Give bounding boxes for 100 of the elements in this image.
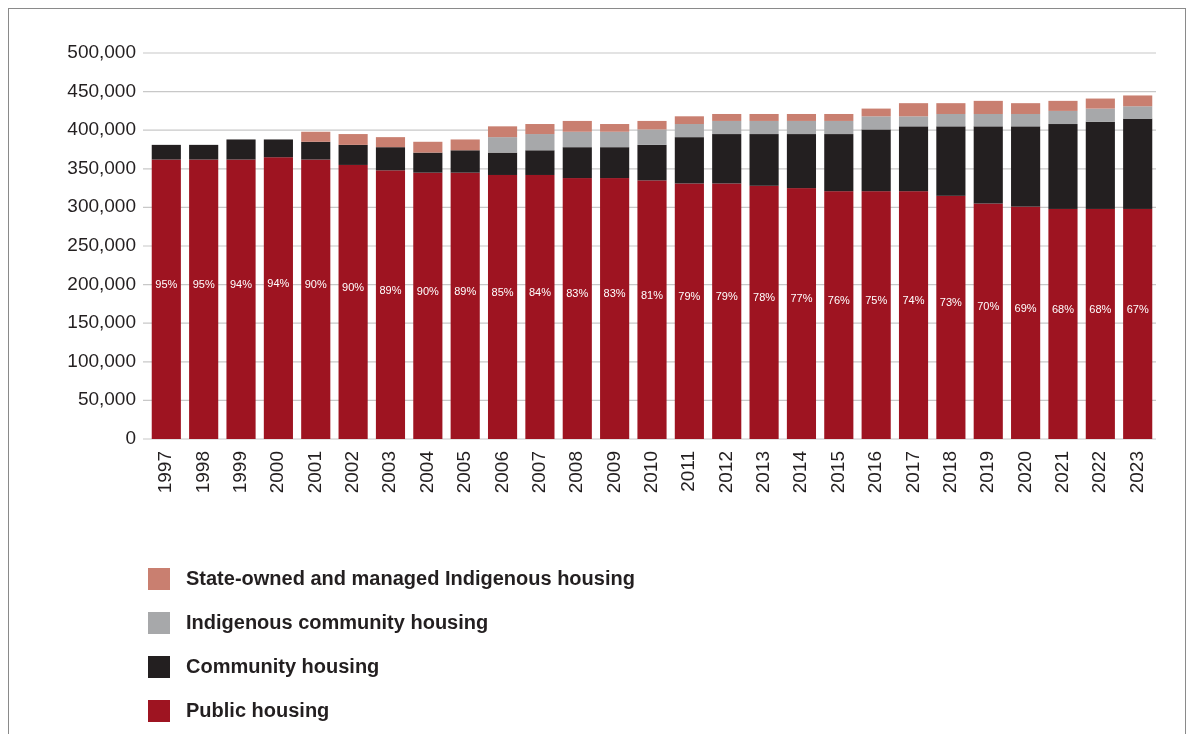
- x-tick-label: 2018: [938, 451, 960, 494]
- bar: [1048, 110, 1078, 125]
- bar: [786, 113, 817, 121]
- bar: [1048, 100, 1078, 111]
- bar: [637, 180, 667, 439]
- x-tick-label: 1997: [154, 451, 176, 494]
- bar: [898, 126, 929, 192]
- bar: [1085, 208, 1115, 439]
- bar: [898, 103, 929, 117]
- bar: [1011, 113, 1041, 127]
- x-tick-label: 2001: [303, 451, 325, 494]
- bar: [1011, 126, 1041, 207]
- x-tick-label: 2016: [864, 451, 886, 494]
- bar: [338, 144, 368, 165]
- bar: [263, 157, 293, 439]
- bar: [898, 116, 929, 127]
- annotation: 84%: [528, 285, 552, 298]
- bar: [637, 129, 667, 145]
- annotation: 78%: [753, 291, 776, 304]
- bar: [1123, 118, 1153, 209]
- bar: [712, 120, 742, 135]
- y-tick-label: 50,000: [77, 388, 136, 410]
- x-tick-label: 2013: [752, 451, 774, 494]
- annotation: 75%: [865, 294, 888, 306]
- x-tick-label: 2015: [826, 451, 848, 494]
- bar: [525, 134, 555, 151]
- y-tick-label: 0: [125, 427, 136, 449]
- bar: [1085, 98, 1115, 109]
- legend-label: Community housing: [186, 655, 380, 678]
- annotation: 83%: [566, 287, 589, 300]
- bar: [936, 126, 966, 196]
- bar: [973, 203, 1003, 439]
- bar: [1085, 108, 1115, 122]
- x-tick-label: 2020: [1013, 451, 1035, 494]
- bar: [487, 126, 518, 138]
- bar: [226, 159, 256, 439]
- x-tick-label: 2009: [602, 451, 624, 494]
- bar: [824, 120, 854, 135]
- y-tick-label: 250,000: [67, 234, 136, 256]
- x-tick-label: 2007: [527, 451, 549, 494]
- x-tick-label: 2011: [677, 451, 699, 492]
- annotation: 68%: [1089, 302, 1112, 315]
- x-tick-label: 2003: [378, 451, 400, 494]
- legend-label: Public housing: [186, 699, 330, 722]
- bar: [487, 137, 518, 153]
- bar: [151, 159, 181, 439]
- annotation: 94%: [230, 278, 253, 291]
- x-tick-label: 2005: [453, 451, 475, 494]
- bar: [600, 131, 630, 148]
- bar: [487, 174, 518, 439]
- x-tick-label: 2002: [341, 451, 363, 494]
- bar: [1123, 106, 1153, 119]
- bar: [375, 137, 406, 148]
- bar: [674, 116, 704, 125]
- annotation: 70%: [977, 300, 1000, 313]
- bar: [1048, 124, 1078, 209]
- bar: [749, 134, 779, 186]
- bar: [1011, 103, 1041, 114]
- annotation: 77%: [790, 292, 813, 305]
- bar: [413, 141, 443, 153]
- x-tick-label: 1999: [229, 451, 251, 494]
- bar: [936, 195, 966, 439]
- bar: [413, 172, 443, 439]
- bar: [375, 170, 406, 439]
- bar: [301, 131, 331, 142]
- bar: [861, 191, 891, 439]
- bar: [749, 120, 779, 135]
- bar: [338, 164, 368, 439]
- x-tick-label: 2012: [714, 451, 736, 494]
- bar: [600, 124, 630, 132]
- bar: [786, 188, 817, 439]
- bar: [824, 113, 854, 121]
- x-tick-label: 2010: [640, 451, 662, 494]
- bar: [450, 172, 480, 439]
- annotation: 90%: [342, 280, 365, 293]
- bar: [1011, 206, 1041, 439]
- bar: [861, 108, 891, 117]
- x-tick-label: 2021: [1050, 451, 1072, 494]
- annotation: 69%: [1014, 301, 1037, 314]
- annotation: 74%: [902, 294, 925, 306]
- bar: [151, 144, 181, 160]
- bar: [712, 183, 742, 439]
- y-tick-label: 500,000: [67, 41, 136, 63]
- y-tick-label: 350,000: [67, 156, 136, 178]
- y-tick-label: 200,000: [67, 272, 136, 294]
- annotation: 79%: [678, 290, 701, 303]
- bar: [189, 144, 219, 160]
- y-tick-label: 100,000: [67, 349, 136, 371]
- bar: [375, 147, 406, 171]
- annotation: 95%: [192, 278, 215, 291]
- bar: [936, 113, 966, 127]
- bar: [226, 139, 256, 160]
- bar: [674, 124, 704, 138]
- x-tick-label: 2023: [1125, 451, 1147, 494]
- annotation: 73%: [939, 296, 963, 309]
- annotation: 89%: [454, 284, 477, 297]
- y-tick-label: 400,000: [67, 118, 136, 140]
- bar: [301, 159, 331, 439]
- bar: [525, 174, 555, 439]
- legend-label: Indigenous community housing: [186, 611, 489, 634]
